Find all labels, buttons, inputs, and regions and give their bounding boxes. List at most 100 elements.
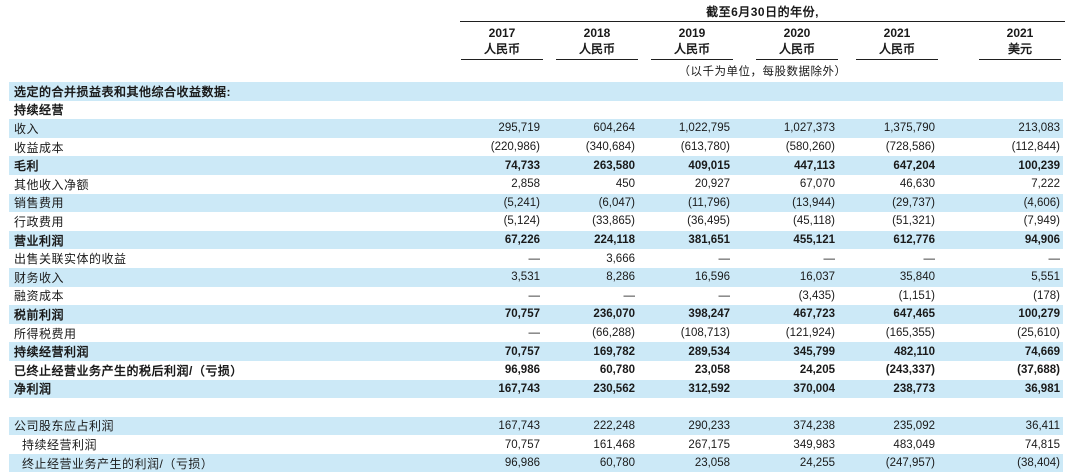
row-value: (613,780)	[680, 141, 730, 154]
row-value: 295,719	[498, 122, 540, 135]
row-label: 其他收入净额	[14, 177, 90, 192]
table-row: 选定的合并损益表和其他综合收益数据:	[9, 82, 1063, 101]
row-value: (11,796)	[688, 196, 730, 209]
table-row: 收入 295,719 604,264 1,022,795 1,027,373 1…	[9, 119, 1063, 138]
row-value: —	[718, 289, 731, 302]
row-value: 238,773	[893, 382, 935, 395]
row-value: (340,684)	[585, 141, 635, 154]
row-label: 持续经营利润	[14, 345, 90, 360]
row-value: 398,247	[688, 308, 730, 321]
table-row: 持续经营	[9, 101, 1063, 120]
row-value: —	[528, 327, 541, 340]
row-value: (243,337)	[885, 364, 935, 377]
row-label: 收益成本	[14, 140, 65, 155]
header-column-inner: 2018 人民币	[556, 25, 638, 60]
row-value: (165,355)	[885, 327, 935, 340]
row-value: 3,666	[606, 252, 635, 265]
table-row: 营业利润 67,226 224,118 381,651 455,121 612,…	[9, 230, 1063, 250]
row-value: 2,858	[511, 178, 540, 191]
column-underline	[756, 59, 838, 60]
header-column-inner: 2017 人民币	[461, 25, 543, 60]
row-value: 70,757	[504, 308, 540, 321]
table-row: 持续经营利润 70,757 161,468 267,175 349,983 48…	[9, 435, 1063, 454]
row-value: 647,204	[893, 159, 935, 172]
column-currency: 人民币	[578, 42, 615, 56]
row-value: (51,321)	[892, 215, 935, 228]
row-value: —	[528, 252, 541, 265]
table-row: 行政费用 (5,124) (33,865) (36,495) (45,118) …	[9, 212, 1063, 231]
row-label: 营业利润	[14, 233, 65, 248]
table-row: 收益成本 (220,986) (340,684) (613,780) (580,…	[9, 138, 1063, 157]
header-column: 2021 人民币	[840, 25, 940, 60]
row-value: 24,205	[799, 364, 835, 377]
row-value: 23,058	[694, 364, 730, 377]
row-value: 381,651	[688, 234, 730, 247]
row-label: 融资成本	[14, 289, 65, 304]
row-value: 267,175	[688, 438, 730, 451]
row-value: 612,776	[893, 234, 935, 247]
row-value: (728,586)	[885, 141, 935, 154]
column-underline	[856, 59, 938, 60]
row-value: 24,255	[799, 457, 835, 470]
row-value: 60,780	[599, 364, 635, 377]
row-label: 毛利	[14, 159, 40, 174]
row-label: 持续经营	[14, 103, 65, 118]
row-label: 净利润	[14, 382, 52, 397]
row-value: 374,238	[793, 419, 835, 432]
row-value: 647,465	[893, 308, 935, 321]
row-value: (13,944)	[792, 196, 835, 209]
column-year: 2019	[678, 26, 706, 40]
row-value: 36,981	[1024, 382, 1060, 395]
table-row	[9, 398, 1063, 417]
column-underline	[979, 59, 1061, 60]
header-column: 2019 人民币	[640, 25, 735, 60]
table-row: 其他收入净额 2,858 450 20,927 67,070 46,630 7,…	[9, 175, 1063, 194]
header-column-inner: 2021 美元	[979, 25, 1061, 60]
row-label: 销售费用	[14, 196, 65, 211]
row-value: 60,780	[599, 457, 635, 470]
row-value: (29,737)	[892, 196, 935, 209]
row-value: 604,264	[593, 122, 635, 135]
column-year: 2021	[883, 26, 911, 40]
row-value: 96,986	[504, 457, 540, 470]
table-row: 持续经营利润 70,757 169,782 289,534 345,799 48…	[9, 342, 1063, 361]
row-value: 70,757	[504, 345, 540, 358]
column-year: 2018	[583, 26, 611, 40]
table-row: 已终止经营业务产生的税后利润/（亏损） 96,986 60,780 23,058…	[9, 361, 1063, 380]
row-value: 224,118	[594, 234, 635, 247]
row-value: 409,015	[688, 159, 730, 172]
row-label: 选定的合并损益表和其他综合收益数据:	[14, 84, 231, 99]
row-value: 20,927	[694, 178, 730, 191]
row-value: 1,027,373	[783, 122, 835, 135]
row-value: 467,723	[793, 308, 835, 321]
row-label: 公司股东应占利润	[14, 419, 115, 434]
row-value: —	[528, 289, 541, 302]
row-value: 455,121	[793, 234, 835, 247]
row-value: 1,375,790	[883, 122, 935, 135]
row-value: —	[718, 252, 731, 265]
column-year: 2020	[783, 26, 811, 40]
row-label: 财务收入	[14, 270, 65, 285]
header-column: 2018 人民币	[545, 25, 640, 60]
row-value: 370,004	[793, 382, 835, 395]
column-currency: 人民币	[778, 42, 815, 56]
row-value: 70,757	[504, 438, 540, 451]
row-value: 3,531	[511, 271, 540, 284]
row-label: 出售关联实体的收益	[14, 252, 127, 267]
column-underline	[651, 59, 733, 60]
row-value: 230,562	[593, 382, 635, 395]
column-year: 2021	[1006, 26, 1034, 40]
row-value: (4,606)	[1023, 196, 1060, 209]
row-value: 16,037	[799, 271, 835, 284]
table-row: 毛利 74,733 263,580 409,015 447,113 647,20…	[9, 156, 1063, 175]
table-row: 公司股东应占利润 167,743 222,248 290,233 374,238…	[9, 416, 1063, 436]
row-value: (36,495)	[687, 215, 730, 228]
row-value: 483,049	[893, 438, 935, 451]
row-value: 289,534	[688, 345, 730, 358]
row-value: 74,815	[1024, 438, 1060, 451]
row-value: (580,260)	[785, 141, 835, 154]
row-value: (7,949)	[1023, 215, 1060, 228]
row-label: 持续经营利润	[22, 438, 98, 453]
header-column-inner: 2019 人民币	[651, 25, 733, 60]
